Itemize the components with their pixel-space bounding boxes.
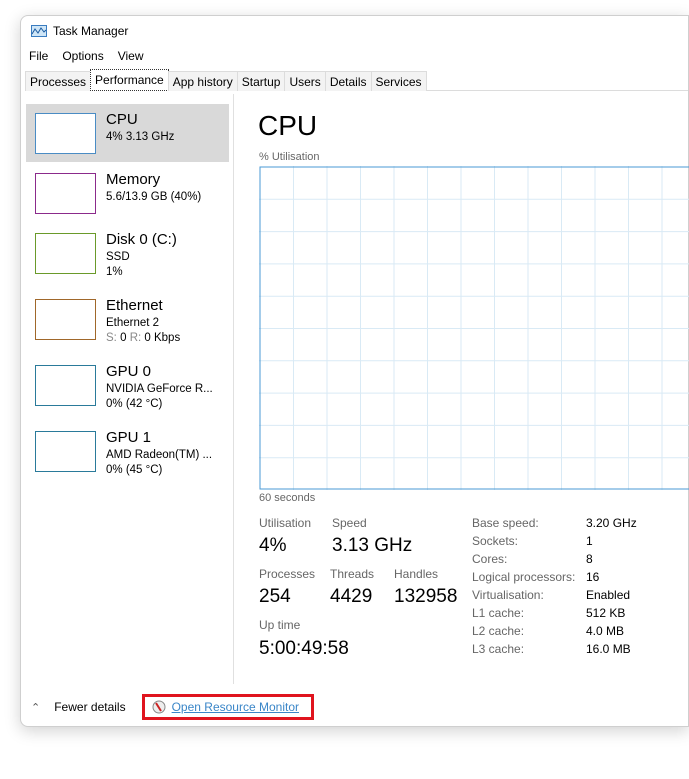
handles-label: Handles — [394, 567, 439, 581]
page-title: CPU — [258, 110, 318, 141]
spec-value: 16 — [586, 570, 600, 584]
resource-monitor-icon — [152, 700, 166, 714]
item-detail-2: 0% (45 °C) — [106, 464, 163, 476]
spec-row: Sockets: 1 — [472, 534, 672, 548]
resource-monitor-highlight: Open Resource Monitor — [141, 694, 314, 720]
item-detail-2: 1% — [106, 266, 123, 278]
item-detail: 5.6/13.9 GB (40%) — [106, 191, 202, 203]
item-name: GPU 1 — [106, 429, 152, 446]
item-name: Memory — [106, 171, 161, 188]
spec-row: L3 cache: 16.0 MB — [472, 642, 672, 656]
item-name: Ethernet — [106, 297, 163, 314]
menu-file[interactable]: File — [29, 49, 49, 63]
memory-thumbnail-graph — [35, 173, 96, 214]
sidebar-item-gpu0[interactable]: GPU 0 NVIDIA GeForce R... 0% (42 °C) — [26, 356, 229, 414]
item-detail: SSD — [106, 251, 130, 263]
resource-sidebar: CPU 4% 3.13 GHz Memory 5.6/13.9 GB (40%)… — [21, 94, 234, 684]
sidebar-item-disk[interactable]: Disk 0 (C:) SSD 1% — [26, 224, 229, 282]
tab-processes[interactable]: Processes — [25, 71, 92, 91]
spec-label: Cores: — [472, 552, 508, 566]
spec-row: Cores: 8 — [472, 552, 672, 566]
threads-value: 4429 — [330, 586, 373, 607]
sidebar-item-cpu[interactable]: CPU 4% 3.13 GHz — [26, 104, 229, 162]
spec-label: Base speed: — [472, 516, 539, 530]
footer: ⌃ Fewer details Open Resource Monitor — [31, 694, 314, 720]
tab-startup[interactable]: Startup — [236, 71, 286, 91]
spec-row: Logical processors: 16 — [472, 570, 672, 584]
spec-label: L3 cache: — [472, 642, 525, 656]
item-name: GPU 0 — [106, 363, 152, 380]
graph-label: % Utilisation — [259, 151, 320, 163]
task-manager-window: Task Manager File Options View Processes… — [20, 15, 689, 727]
item-name: CPU — [106, 111, 138, 128]
processes-value: 254 — [259, 586, 291, 607]
tab-performance[interactable]: Performance — [90, 69, 169, 91]
chevron-up-icon[interactable]: ⌃ — [31, 701, 41, 714]
spec-value: 512 KB — [586, 606, 626, 620]
spec-label: L2 cache: — [472, 624, 525, 638]
processes-label: Processes — [259, 567, 316, 581]
window-title: Task Manager — [53, 24, 129, 38]
gpu1-thumbnail-graph — [35, 431, 96, 472]
spec-row: L1 cache: 512 KB — [472, 606, 672, 620]
spec-label: Logical processors: — [472, 570, 576, 584]
utilisation-value: 4% — [259, 535, 287, 556]
spec-label: Sockets: — [472, 534, 519, 548]
spec-label: Virtualisation: — [472, 588, 544, 602]
menu-view[interactable]: View — [117, 49, 144, 63]
disk-thumbnail-graph — [35, 233, 96, 274]
ethernet-rate: S: 0 R: 0 Kbps — [106, 332, 181, 344]
spec-value: 8 — [586, 552, 593, 566]
spec-label: L1 cache: — [472, 606, 525, 620]
utilisation-label: Utilisation — [259, 516, 312, 530]
handles-value: 132958 — [394, 586, 458, 607]
tab-app-history[interactable]: App history — [167, 71, 238, 91]
uptime-value: 5:00:49:58 — [259, 638, 349, 659]
spec-row: L2 cache: 4.0 MB — [472, 624, 672, 638]
spec-value: 4.0 MB — [586, 624, 625, 638]
speed-value: 3.13 GHz — [332, 535, 413, 556]
item-detail: AMD Radeon(TM) ... — [106, 449, 213, 461]
cpu-utilisation-graph — [259, 166, 689, 490]
sidebar-item-ethernet[interactable]: Ethernet Ethernet 2 S: 0 R: 0 Kbps — [26, 290, 229, 348]
spec-value: 16.0 MB — [586, 642, 631, 656]
menu-options[interactable]: Options — [62, 49, 104, 63]
fewer-details-button[interactable]: Fewer details — [54, 700, 126, 714]
tab-details[interactable]: Details — [324, 71, 372, 91]
spec-value: Enabled — [586, 588, 631, 602]
open-resource-monitor-link[interactable]: Open Resource Monitor — [171, 700, 299, 714]
spec-row: Virtualisation: Enabled — [472, 588, 672, 602]
item-detail-2: 0% (42 °C) — [106, 398, 163, 410]
sidebar-item-memory[interactable]: Memory 5.6/13.9 GB (40%) — [26, 164, 229, 222]
spec-value: 3.20 GHz — [586, 516, 637, 530]
item-detail: NVIDIA GeForce R... — [106, 383, 213, 395]
title-bar: Task Manager — [31, 24, 128, 38]
sidebar-item-gpu1[interactable]: GPU 1 AMD Radeon(TM) ... 0% (45 °C) — [26, 422, 229, 480]
ethernet-thumbnail-graph — [35, 299, 96, 340]
item-name: Disk 0 (C:) — [106, 231, 177, 248]
item-detail: 4% 3.13 GHz — [106, 131, 175, 143]
tab-services[interactable]: Services — [370, 71, 427, 91]
menu-bar: File Options View — [29, 49, 144, 63]
gpu0-thumbnail-graph — [35, 365, 96, 406]
uptime-label: Up time — [259, 618, 301, 632]
threads-label: Threads — [330, 567, 375, 581]
tab-users[interactable]: Users — [284, 71, 326, 91]
tab-bar: Processes Performance App history Startu… — [25, 69, 688, 91]
graph-border — [259, 166, 689, 490]
speed-label: Speed — [332, 516, 367, 530]
spec-row: Base speed: 3.20 GHz — [472, 516, 672, 530]
item-detail: Ethernet 2 — [106, 317, 160, 329]
task-manager-icon — [31, 25, 47, 37]
graph-time-label: 60 seconds — [259, 492, 316, 504]
cpu-thumbnail-graph — [35, 113, 96, 154]
spec-value: 1 — [586, 534, 593, 548]
